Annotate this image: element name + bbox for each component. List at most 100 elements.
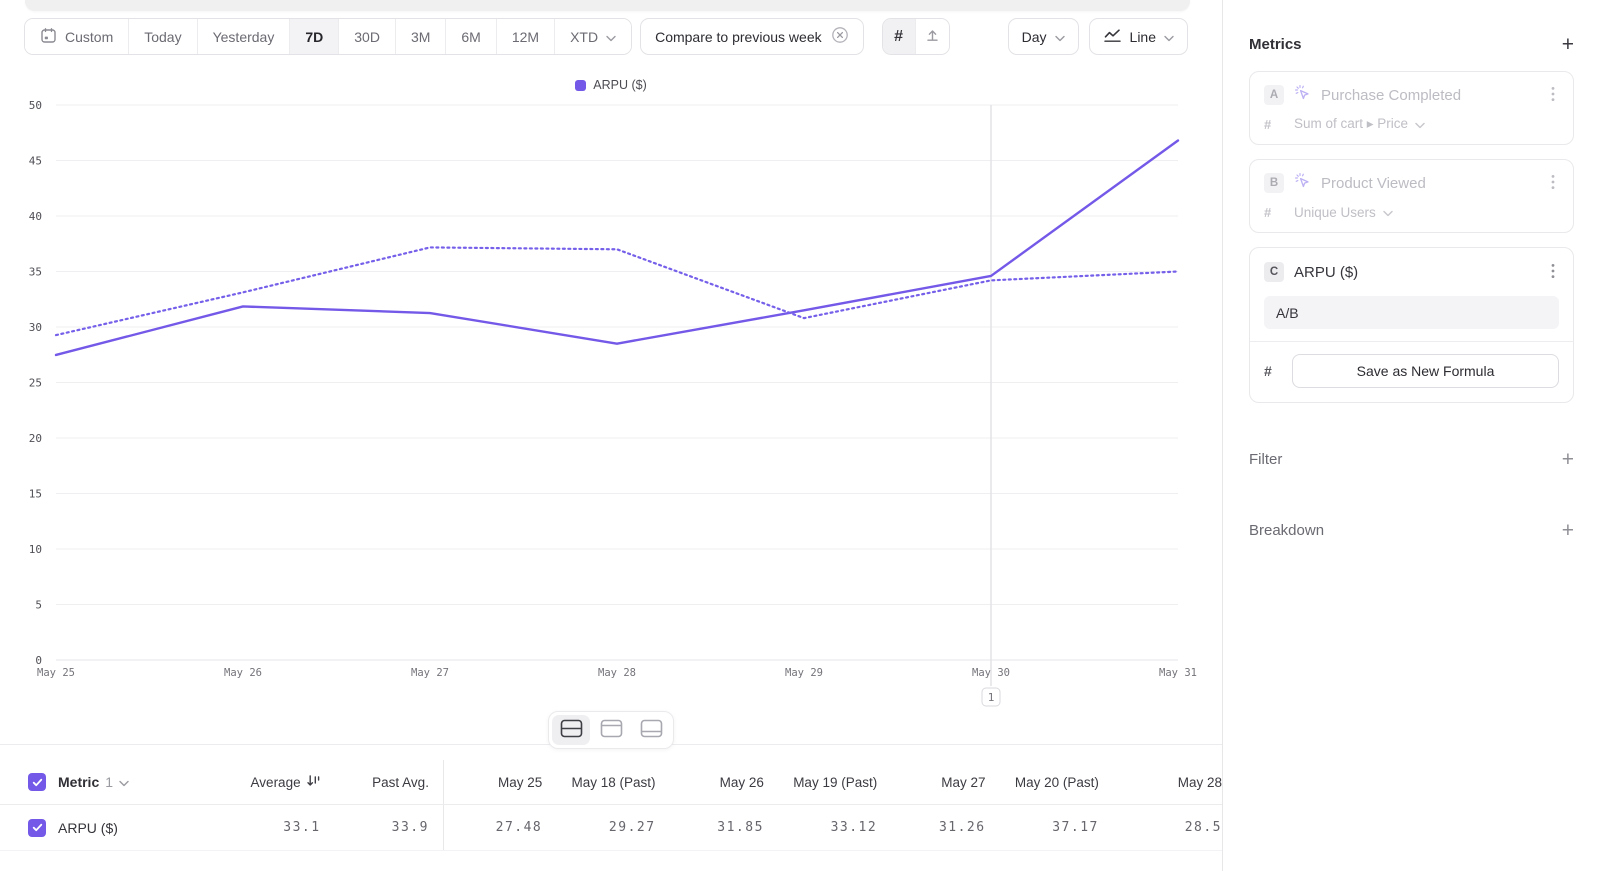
cell-value: 28.5	[1184, 820, 1222, 835]
granularity-dropdown[interactable]: Day	[1007, 18, 1079, 55]
svg-text:May 25: May 25	[37, 667, 75, 679]
add-breakdown-button[interactable]: +	[1561, 519, 1574, 542]
metric-count: 1	[105, 774, 114, 790]
chart-legend: ARPU ($)	[0, 78, 1222, 92]
svg-text:May 31: May 31	[1159, 667, 1197, 679]
svg-text:50: 50	[29, 99, 42, 112]
layout-split-view-button[interactable]	[552, 715, 590, 745]
column-header-date: May 25	[444, 774, 543, 790]
cell-average: 33.1	[283, 820, 321, 835]
line-chart-area[interactable]: 0 5 10 15 20 25 30 35 40 45 50 May 25 May 26 May 27 Ma…	[0, 98, 1222, 713]
sort-descending-icon	[306, 774, 321, 791]
metric-badge: B	[1264, 173, 1284, 193]
column-header-date: May 20 (Past)	[986, 775, 1099, 790]
range-label: XTD	[570, 28, 599, 45]
table-header-row: Metric 1 Average Past Avg. May 25	[0, 760, 1222, 805]
select-all-checkbox[interactable]	[28, 773, 46, 791]
kebab-menu-icon[interactable]	[1547, 261, 1559, 284]
metric-dropdown[interactable]: Metric 1	[58, 774, 129, 790]
report-main-panel: Custom Today Yesterday 7D 30D 3M 6M 12M …	[0, 0, 1222, 871]
range-label: 6M	[461, 28, 481, 45]
compare-previous-week-chip[interactable]: Compare to previous week	[640, 18, 864, 55]
annotations-toggle-button[interactable]	[915, 19, 949, 54]
column-header-date: May 27	[877, 775, 985, 790]
arpu-line-chart[interactable]: 0 5 10 15 20 25 30 35 40 45 50 May 25 May 26 May 27 Ma…	[0, 98, 1222, 713]
range-3m-button[interactable]: 3M	[395, 19, 447, 54]
chart-type-dropdown[interactable]: Line	[1088, 18, 1188, 55]
cell-past-avg: 33.9	[391, 820, 429, 835]
metric-card-b[interactable]: B Product Viewed # Unique Users	[1249, 159, 1574, 233]
column-label: Past Avg.	[372, 774, 429, 790]
calendar-icon	[40, 27, 57, 47]
compare-label: Compare to previous week	[655, 28, 822, 45]
formula-input[interactable]	[1264, 296, 1559, 329]
svg-text:15: 15	[29, 488, 42, 501]
column-label: May 25	[497, 774, 543, 790]
metric-badge: A	[1264, 85, 1284, 105]
event-spark-icon	[1294, 172, 1311, 194]
range-label: 7D	[305, 28, 324, 45]
range-30d-button[interactable]: 30D	[339, 19, 396, 54]
save-as-new-formula-button[interactable]: Save as New Formula	[1292, 354, 1559, 388]
range-7d-button[interactable]: 7D	[290, 19, 340, 54]
metric-header-cell: Metric 1	[0, 773, 227, 791]
cell-value: 33.12	[830, 820, 878, 835]
kebab-menu-icon[interactable]	[1547, 172, 1559, 195]
value-labels-toggle-button[interactable]: #	[882, 19, 916, 54]
circle-x-icon[interactable]	[831, 26, 849, 47]
layout-toggle-group	[548, 711, 674, 749]
svg-text:45: 45	[29, 155, 42, 168]
metric-card-a[interactable]: A Purchase Completed # Sum of cart ▸ Pri…	[1249, 71, 1574, 145]
metric-card-c[interactable]: C ARPU ($) # Save as New Formula	[1249, 247, 1574, 403]
metric-label: Metric	[58, 774, 100, 790]
split-view-icon	[560, 719, 583, 741]
filter-section[interactable]: Filter +	[1249, 449, 1574, 470]
column-header-date: May 18 (Past)	[542, 775, 656, 790]
legend-swatch	[575, 79, 587, 91]
metrics-title: Metrics	[1249, 36, 1302, 53]
range-label: Custom	[65, 28, 114, 45]
range-yesterday-button[interactable]: Yesterday	[197, 19, 291, 54]
column-header-average[interactable]: Average	[227, 774, 321, 791]
svg-text:40: 40	[29, 210, 42, 223]
layout-chart-view-button[interactable]	[592, 715, 630, 745]
svg-text:May 27: May 27	[411, 667, 449, 679]
column-label: Average	[250, 774, 301, 790]
results-table: Metric 1 Average Past Avg. May 25	[0, 760, 1222, 871]
range-xtd-button[interactable]: XTD	[555, 19, 632, 54]
line-chart-icon	[1103, 28, 1122, 46]
layout-table-view-button[interactable]	[632, 715, 670, 745]
breakdown-section[interactable]: Breakdown +	[1249, 520, 1574, 541]
range-label: 12M	[511, 28, 540, 45]
add-metric-button[interactable]: +	[1561, 33, 1574, 56]
aggregation-dropdown[interactable]: Unique Users	[1294, 205, 1393, 220]
svg-text:25: 25	[29, 377, 42, 390]
svg-text:30: 30	[29, 321, 42, 334]
metric-name: ARPU ($)	[1294, 263, 1359, 281]
kebab-menu-icon[interactable]	[1547, 84, 1559, 107]
add-filter-button[interactable]: +	[1561, 448, 1574, 471]
range-12m-button[interactable]: 12M	[496, 19, 556, 54]
event-spark-icon	[1294, 84, 1311, 106]
range-today-button[interactable]: Today	[129, 19, 198, 54]
column-header-date: May 26	[656, 775, 764, 790]
row-checkbox[interactable]	[28, 818, 46, 837]
row-name-cell: ARPU ($)	[0, 818, 227, 837]
column-label: May 26	[719, 774, 764, 790]
chart-toolbar: Custom Today Yesterday 7D 30D 3M 6M 12M …	[24, 18, 1188, 55]
metrics-section-header: Metrics +	[1249, 34, 1574, 55]
cell-value: 31.85	[717, 820, 764, 835]
annotation-marker-icon	[924, 27, 941, 47]
hash-grid-icon: #	[894, 27, 904, 45]
range-6m-button[interactable]: 6M	[446, 19, 497, 54]
aggregation-dropdown[interactable]: Sum of cart ▸ Price	[1294, 116, 1425, 132]
svg-text:0: 0	[35, 654, 42, 667]
metric-name: Product Viewed	[1321, 174, 1426, 192]
svg-text:5: 5	[35, 599, 42, 612]
range-label: Yesterday	[212, 28, 275, 45]
chevron-down-icon	[1415, 117, 1425, 132]
chevron-down-icon	[1383, 205, 1393, 220]
svg-text:20: 20	[29, 432, 42, 445]
chevron-down-icon	[1054, 29, 1065, 45]
range-custom-button[interactable]: Custom	[25, 19, 130, 54]
